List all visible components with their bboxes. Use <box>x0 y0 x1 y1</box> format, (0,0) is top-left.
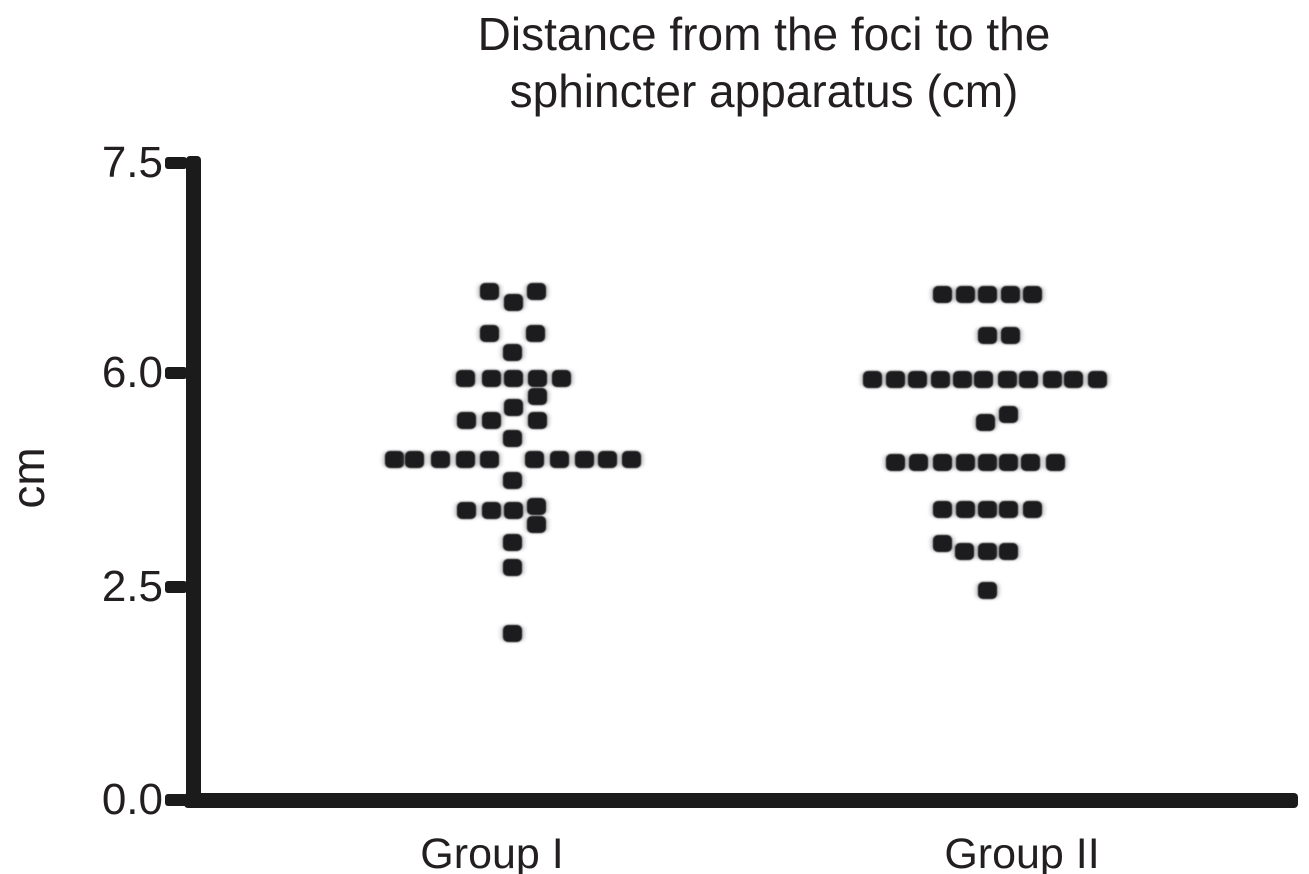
data-dot <box>977 453 997 471</box>
data-dot <box>455 369 475 387</box>
data-dot <box>885 370 905 388</box>
data-dot <box>907 370 927 388</box>
data-dot <box>527 369 547 387</box>
data-dot <box>502 558 522 576</box>
data-dot <box>404 450 424 468</box>
data-dot <box>527 387 547 405</box>
data-dot <box>977 285 997 303</box>
data-dot <box>955 285 975 303</box>
data-dot <box>574 450 594 468</box>
data-dot <box>503 293 523 311</box>
data-dot <box>479 324 499 342</box>
data-dot <box>525 324 545 342</box>
data-dot <box>1000 326 1020 344</box>
data-dot <box>481 501 501 519</box>
data-dot <box>977 542 997 560</box>
y-tick-label: 0.0 <box>101 775 163 824</box>
data-dot <box>526 515 546 533</box>
data-dot <box>1022 285 1042 303</box>
data-dot <box>1045 453 1065 471</box>
data-dot <box>977 326 997 344</box>
y-axis-line <box>186 156 201 807</box>
y-tick-mark <box>165 794 187 806</box>
data-dot <box>1042 370 1062 388</box>
data-dot <box>932 285 952 303</box>
data-dot <box>885 453 905 471</box>
data-dot <box>932 534 952 552</box>
y-tick-mark <box>165 157 187 169</box>
data-dot <box>973 370 993 388</box>
data-dot <box>998 542 1018 560</box>
data-dot <box>502 471 522 489</box>
data-dot <box>430 450 450 468</box>
data-dot <box>998 405 1018 423</box>
data-dot <box>932 453 952 471</box>
data-dot <box>1087 370 1107 388</box>
data-dot <box>1020 453 1040 471</box>
data-dot <box>908 453 928 471</box>
x-category-label: Group II <box>944 830 1100 874</box>
data-dot <box>862 370 882 388</box>
data-dot <box>479 450 499 468</box>
data-dot <box>998 500 1018 518</box>
data-dot <box>549 450 569 468</box>
data-dot <box>998 453 1018 471</box>
data-dot <box>527 411 547 429</box>
data-dot <box>1022 500 1042 518</box>
y-tick-label: 2.5 <box>101 562 163 611</box>
data-dot <box>932 500 952 518</box>
x-category-label: Group I <box>420 830 564 874</box>
chart-title-line-2: sphincter apparatus (cm) <box>509 65 1019 117</box>
chart-title-line-1: Distance from the foci to the <box>477 8 1051 60</box>
y-axis-title: cm <box>2 447 54 509</box>
data-dot <box>1018 370 1038 388</box>
y-tick-label: 6.0 <box>101 348 163 397</box>
data-dot <box>503 501 523 519</box>
data-dot <box>526 497 546 515</box>
data-dot <box>481 411 501 429</box>
data-dot <box>977 500 997 518</box>
data-dot <box>524 450 544 468</box>
data-dot <box>503 398 523 416</box>
y-tick-mark <box>165 367 187 379</box>
data-dot <box>456 501 476 519</box>
y-tick-mark <box>165 581 187 593</box>
data-dot <box>597 450 617 468</box>
data-dot <box>384 450 404 468</box>
data-dot <box>502 533 522 551</box>
x-axis-line <box>184 793 1298 808</box>
y-tick-label: 7.5 <box>101 138 163 187</box>
data-dot <box>1000 285 1020 303</box>
data-dot <box>930 370 950 388</box>
data-dot <box>954 542 974 560</box>
data-dot <box>456 411 476 429</box>
data-dot <box>955 453 975 471</box>
data-dot <box>479 282 499 300</box>
data-dot <box>621 450 641 468</box>
data-dot <box>997 370 1017 388</box>
data-dot <box>1063 370 1083 388</box>
data-dot <box>502 429 522 447</box>
data-dot <box>975 413 995 431</box>
data-dot <box>955 500 975 518</box>
data-dot <box>502 343 522 361</box>
chart-title: Distance from the foci to the sphincter … <box>478 6 1051 120</box>
data-dot <box>455 450 475 468</box>
data-dot <box>551 369 571 387</box>
data-dot <box>503 369 523 387</box>
data-dot <box>481 369 501 387</box>
data-dot <box>952 370 972 388</box>
data-dot <box>526 282 546 300</box>
data-dot <box>502 624 522 642</box>
data-dot <box>977 581 997 599</box>
